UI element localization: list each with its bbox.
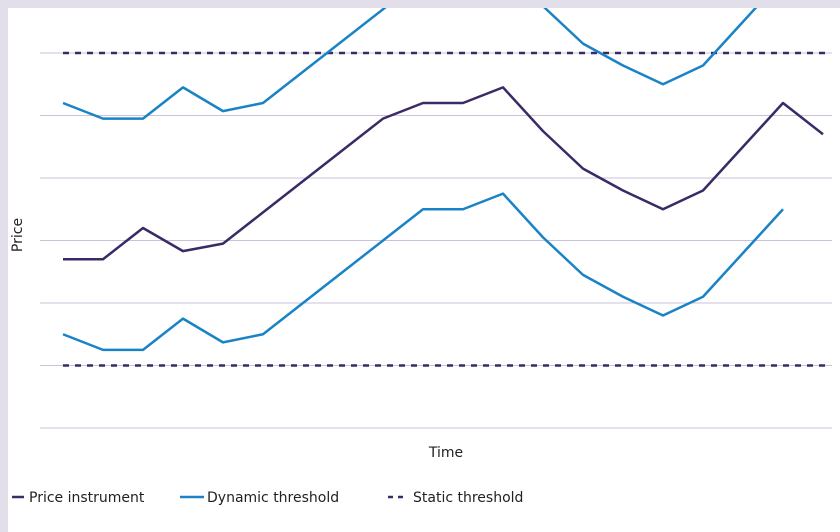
- legend-item: Dynamic threshold: [180, 490, 339, 506]
- x-axis-label: Time: [428, 445, 463, 461]
- series-line-price-instrument: [63, 86, 824, 261]
- gridlines: [40, 52, 832, 429]
- legend: Price instrument Dynamic threshold Static …: [12, 490, 523, 506]
- y-axis-label: Price: [10, 218, 26, 252]
- series-layer: [62, 8, 827, 367]
- legend-item: Static threshold: [388, 490, 523, 506]
- legend-label: Price instrument: [29, 490, 145, 506]
- line-chart: Price Time Price instrument Dynamic thres…: [10, 8, 832, 506]
- series-line-dynamic-threshold-lower: [62, 192, 784, 352]
- series-line-dynamic-threshold: [62, 8, 758, 120]
- legend-label: Dynamic threshold: [207, 490, 339, 506]
- legend-label: Static threshold: [413, 490, 523, 506]
- chart-panel: Price Time Price instrument Dynamic thres…: [8, 8, 840, 532]
- legend-item: Price instrument: [12, 490, 145, 506]
